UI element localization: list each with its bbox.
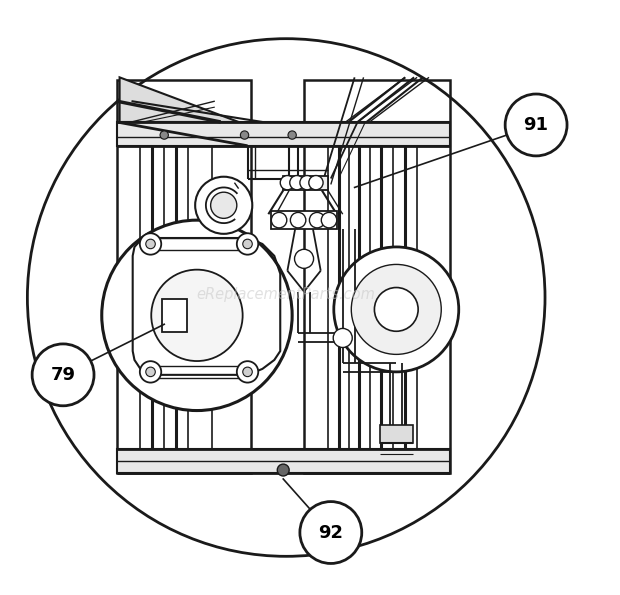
Bar: [272, 211, 337, 229]
Circle shape: [300, 176, 314, 190]
Circle shape: [243, 239, 252, 249]
Circle shape: [32, 344, 94, 406]
Circle shape: [237, 233, 259, 255]
Bar: [304, 80, 450, 473]
Text: 79: 79: [51, 366, 76, 384]
Bar: [117, 122, 450, 146]
Bar: [143, 238, 254, 250]
Circle shape: [300, 502, 361, 563]
Circle shape: [146, 239, 155, 249]
Bar: [283, 176, 328, 190]
Circle shape: [195, 177, 252, 234]
Text: 91: 91: [524, 116, 549, 134]
Circle shape: [333, 328, 352, 347]
Bar: [117, 449, 450, 473]
Circle shape: [243, 367, 252, 377]
Circle shape: [140, 233, 161, 255]
Circle shape: [334, 247, 459, 372]
Circle shape: [237, 361, 259, 383]
Bar: [143, 366, 254, 378]
Bar: [162, 299, 187, 332]
Circle shape: [272, 212, 287, 228]
Circle shape: [146, 367, 155, 377]
Bar: [117, 80, 250, 473]
Circle shape: [505, 94, 567, 156]
Circle shape: [241, 131, 249, 139]
Circle shape: [290, 176, 304, 190]
Text: eReplacementParts.com: eReplacementParts.com: [197, 287, 376, 302]
Circle shape: [288, 131, 296, 139]
Circle shape: [374, 287, 418, 331]
Circle shape: [309, 212, 325, 228]
Circle shape: [160, 131, 169, 139]
Text: 92: 92: [318, 524, 343, 541]
Circle shape: [321, 212, 337, 228]
Circle shape: [309, 176, 323, 190]
Circle shape: [290, 212, 306, 228]
Circle shape: [27, 39, 545, 556]
Circle shape: [352, 264, 441, 355]
Circle shape: [151, 270, 242, 361]
Circle shape: [102, 220, 292, 411]
Circle shape: [211, 192, 237, 218]
Circle shape: [277, 464, 289, 476]
Circle shape: [280, 176, 294, 190]
Circle shape: [140, 361, 161, 383]
Bar: [380, 425, 413, 443]
Circle shape: [294, 249, 314, 268]
Polygon shape: [120, 77, 239, 122]
